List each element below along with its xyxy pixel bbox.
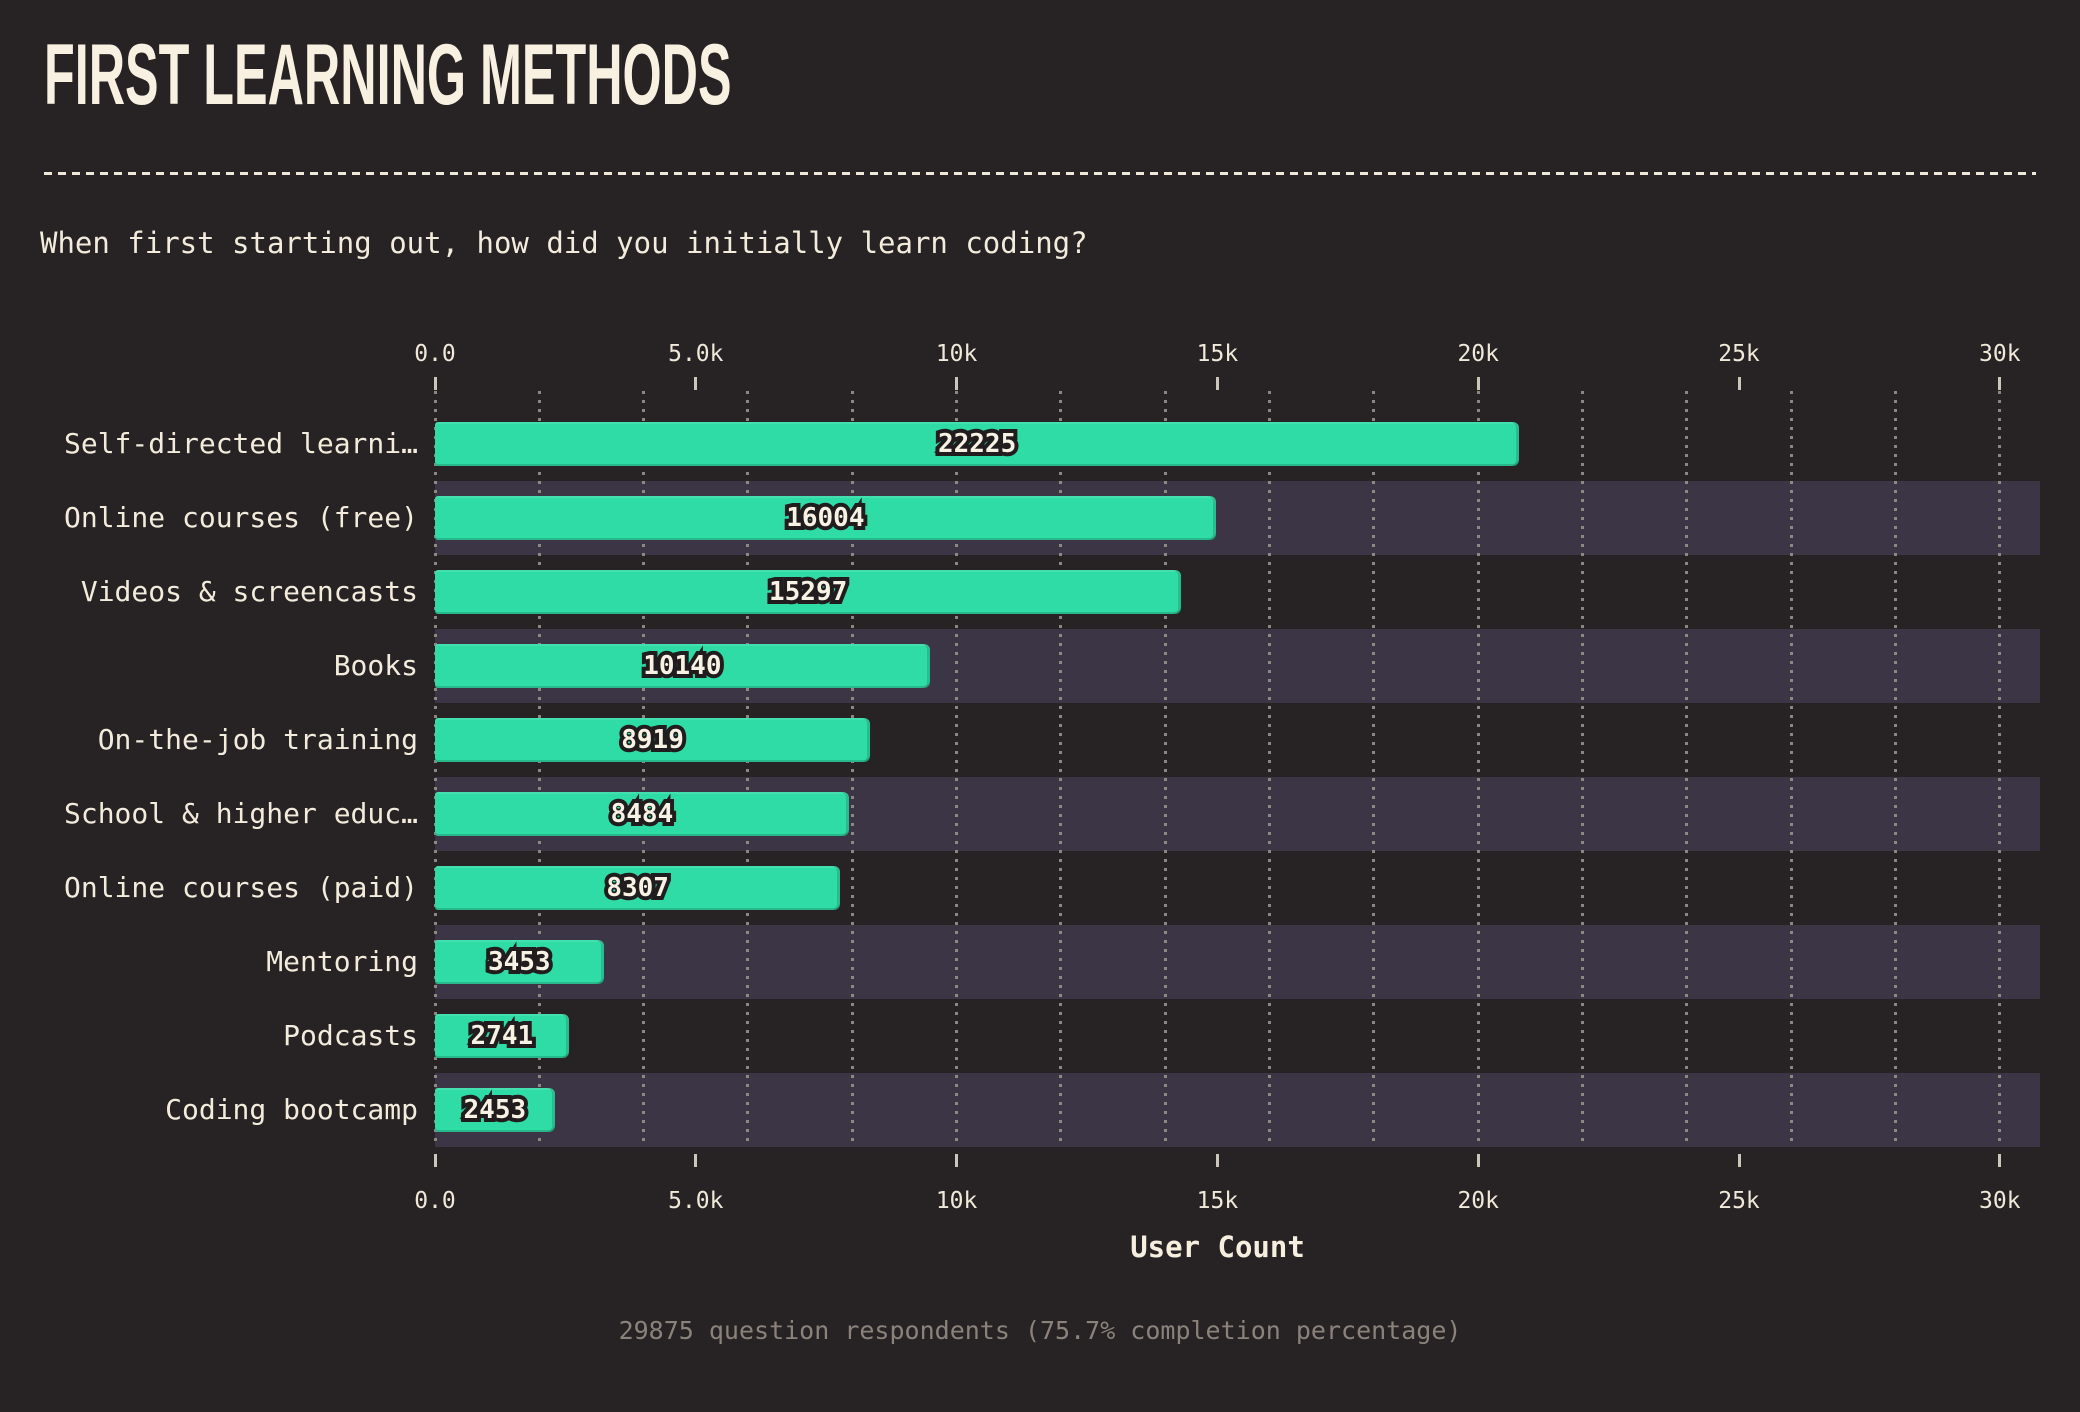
grid-line	[1268, 391, 1272, 1147]
bottom-axis-tick-label: 25k	[1718, 1188, 1760, 1214]
grid-line	[1581, 391, 1585, 1147]
category-label: Self-directed learni…	[63, 427, 418, 460]
footer-note: 29875 question respondents (75.7% comple…	[618, 1316, 1462, 1345]
bottom-axis-tick	[1215, 1154, 1219, 1167]
top-axis-tick	[1215, 377, 1219, 390]
x-axis-title: User Count	[1130, 1230, 1305, 1264]
bottom-axis-tick-label: 5.0k	[668, 1188, 724, 1214]
chart-question: When first starting out, how did you ini…	[40, 226, 1088, 260]
bar: 8307	[435, 866, 841, 910]
top-axis-tick-label: 5.0k	[668, 341, 724, 367]
bar-value-label: 10140	[639, 647, 725, 685]
bar-value-label: 2741	[467, 1017, 538, 1055]
bar-value-label: 8919	[617, 721, 688, 759]
bar: 2453	[435, 1088, 555, 1132]
page-title: FIRST LEARNING METHODS	[44, 27, 732, 123]
bottom-axis-tick-label: 15k	[1196, 1188, 1239, 1214]
bar: 10140	[435, 644, 930, 688]
bar: 3453	[435, 940, 604, 984]
category-label: Coding bootcamp	[165, 1093, 418, 1126]
bar: 22225	[435, 422, 1520, 466]
row-band	[435, 1073, 2040, 1147]
grid-line	[850, 391, 854, 1147]
bottom-axis-tick	[1737, 1154, 1741, 1167]
bar: 8484	[435, 792, 849, 836]
grid-line	[955, 391, 959, 1147]
bar-value-label: 8484	[607, 795, 678, 833]
grid-line	[1476, 391, 1480, 1147]
category-axis: Self-directed learni… Online courses (fre…	[0, 407, 418, 1147]
grid-line	[433, 391, 437, 1147]
bar: 15297	[435, 570, 1182, 614]
bar-value-label: 2453	[460, 1091, 531, 1129]
bar: 16004	[435, 496, 1216, 540]
bottom-axis-tick	[1998, 1154, 2002, 1167]
grid-line	[1372, 391, 1376, 1147]
bottom-axis-tick-label: 10k	[935, 1188, 978, 1214]
bar-value-label: 15297	[765, 573, 851, 611]
bar-value-label: 16004	[782, 499, 868, 537]
top-axis-tick-label: 15k	[1196, 341, 1239, 367]
category-label: Books	[333, 649, 418, 682]
grid-line	[1059, 391, 1063, 1147]
grid-line	[746, 391, 750, 1147]
category-label: Videos & screencasts	[80, 575, 418, 608]
grid-line	[1789, 391, 1793, 1147]
top-axis-tick	[433, 377, 437, 390]
bottom-axis-tick-label: 20k	[1457, 1188, 1499, 1214]
bar-value-label: 22225	[934, 425, 1020, 463]
bar: 8919	[435, 718, 871, 762]
bottom-axis-tick-label: 30k	[1979, 1188, 2021, 1214]
top-axis-tick	[1737, 377, 1741, 390]
grid-line	[1998, 391, 2002, 1147]
bottom-axis-tick	[694, 1154, 698, 1167]
grid-line	[642, 391, 646, 1147]
top-axis-tick	[955, 377, 959, 390]
bar-value-label: 8307	[602, 869, 673, 907]
bar: 2741	[435, 1014, 569, 1058]
top-axis-tick	[694, 377, 698, 390]
top-axis-tick	[1476, 377, 1480, 390]
category-label: On-the-job training	[97, 723, 418, 756]
bottom-axis-tick	[433, 1154, 437, 1167]
grid-line	[537, 391, 541, 1147]
category-label: Online courses (free)	[63, 501, 418, 534]
category-label: Online courses (paid)	[63, 871, 418, 904]
category-label: Mentoring	[266, 945, 418, 978]
top-axis-tick-label: 30k	[1979, 341, 2021, 367]
category-label: Podcasts	[283, 1019, 418, 1052]
top-axis-tick	[1998, 377, 2002, 390]
dashed-divider	[44, 172, 2036, 175]
grid-line	[1894, 391, 1897, 1147]
grid-line	[1685, 391, 1689, 1147]
bottom-axis-tick	[1476, 1154, 1480, 1167]
grid-line	[1163, 391, 1167, 1147]
top-axis-tick-label: 10k	[935, 341, 978, 367]
category-label: School & higher educ…	[63, 797, 418, 830]
top-axis-tick-label: 20k	[1457, 341, 1499, 367]
plot-area: 22225 16004 15297 10140 8919 8484 8307 3453 2741…	[433, 391, 2040, 1147]
bar-value-label: 3453	[484, 943, 555, 981]
bottom-axis-tick	[955, 1154, 959, 1167]
top-axis-tick-label: 0.0	[414, 341, 456, 367]
bottom-axis-tick-label: 0.0	[414, 1188, 456, 1214]
row-band	[435, 925, 2040, 999]
top-axis-tick-label: 25k	[1718, 341, 1760, 367]
